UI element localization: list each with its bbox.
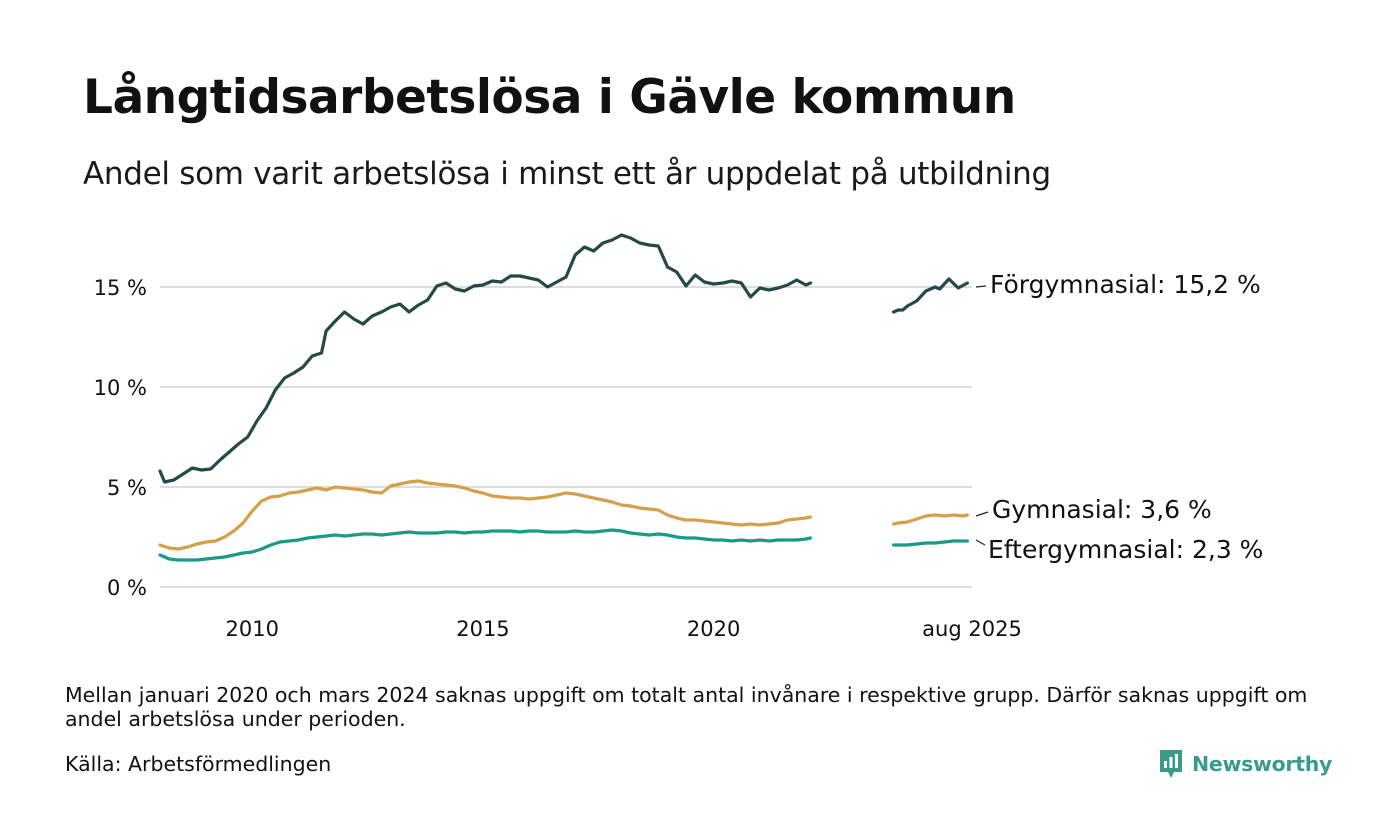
label-connector	[975, 511, 989, 517]
y-tick-label: 5 %	[107, 476, 147, 500]
series-lines	[158, 233, 969, 562]
series-direct-labels: Förgymnasial: 15,2 % Gymnasial: 3,6 % Efte…	[975, 270, 1263, 564]
footnote: Mellan januari 2020 och mars 2024 saknas…	[65, 683, 1308, 731]
gridlines	[160, 286, 972, 588]
series-line-gymnasial	[892, 513, 969, 526]
chart-subtitle: Andel som varit arbetslösa i minst ett å…	[83, 156, 1051, 192]
chart-title: Långtidsarbetslösa i Gävle kommun	[83, 70, 1016, 125]
x-tick-label: 2020	[687, 617, 740, 641]
brand-name: Newsworthy	[1192, 752, 1333, 776]
x-tick-label: 2015	[456, 617, 509, 641]
source-text: Källa: Arbetsförmedlingen	[65, 752, 332, 776]
y-axis-tick-labels: 0 % 5 % 10 % 15 %	[94, 276, 147, 600]
line-chart: 0 % 5 % 10 % 15 % 2010 2015 2020 aug 2025 Förg…	[94, 233, 1263, 641]
series-line-förgymnasial	[158, 233, 813, 484]
y-tick-label: 15 %	[94, 276, 147, 300]
x-axis-tick-labels: 2010 2015 2020 aug 2025	[226, 617, 1022, 641]
y-tick-label: 0 %	[107, 576, 147, 600]
y-tick-label: 10 %	[94, 376, 147, 400]
series-label-gymnasial: Gymnasial: 3,6 %	[992, 495, 1212, 524]
series-label-förgymnasial: Förgymnasial: 15,2 %	[990, 270, 1261, 299]
label-connector	[975, 539, 986, 546]
series-line-eftergymnasial	[158, 528, 813, 562]
brand-logo: Newsworthy	[1158, 747, 1332, 781]
label-connector	[975, 285, 987, 288]
series-line-förgymnasial	[892, 277, 969, 314]
series-label-eftergymnasial: Eftergymnasial: 2,3 %	[988, 535, 1263, 564]
x-tick-label: 2010	[226, 617, 279, 641]
x-tick-label: aug 2025	[922, 617, 1022, 641]
series-line-eftergymnasial	[892, 539, 969, 547]
series-line-gymnasial	[158, 479, 813, 551]
chart-logo-icon	[1160, 750, 1182, 778]
